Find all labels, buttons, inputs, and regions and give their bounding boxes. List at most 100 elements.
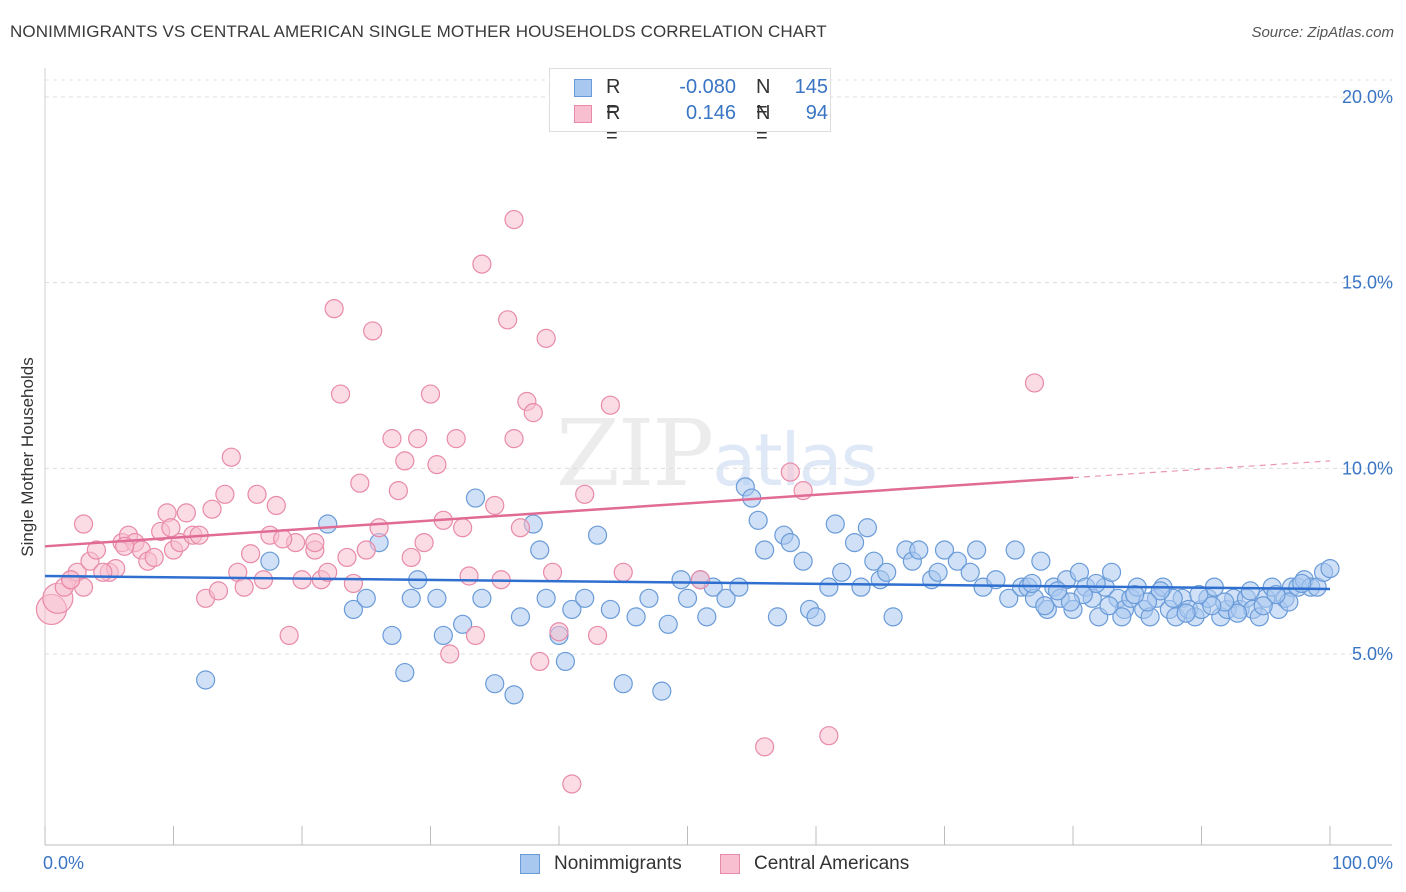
central-americans-point <box>221 447 241 467</box>
nonimmigrants-trend-line <box>44 574 1331 591</box>
nonimmigrants-point <box>1189 584 1209 605</box>
central-americans-point <box>215 484 235 504</box>
r-label: R = <box>606 102 621 147</box>
nonimmigrants-point <box>844 532 865 553</box>
nonimmigrants-point <box>729 577 749 597</box>
nonimmigrants-point <box>395 662 415 683</box>
central-americans-point <box>575 484 595 504</box>
central-americans-point <box>587 625 608 646</box>
nonimmigrants-point <box>562 599 582 620</box>
n-value: 145 <box>794 76 828 98</box>
central-americans-point <box>202 499 222 519</box>
nonimmigrants-point <box>960 562 980 582</box>
nonimmigrants-point <box>677 588 698 608</box>
nonimmigrants-point <box>748 510 768 530</box>
nonimmigrants-point <box>382 625 402 646</box>
nonimmigrants-point <box>587 525 608 545</box>
y-tick-label: 15.0% <box>1342 273 1393 293</box>
legend-label: Central Americans <box>754 853 910 874</box>
nonimmigrants-point <box>1031 551 1051 571</box>
nonimmigrants-point <box>864 551 884 571</box>
central-americans-point <box>318 562 338 582</box>
nonimmigrants-point <box>877 562 897 582</box>
nonimmigrants-point <box>1060 592 1081 612</box>
nonimmigrants-point <box>1202 596 1222 616</box>
n-label: N = <box>756 102 771 147</box>
central-americans-point <box>401 547 421 568</box>
central-americans-point <box>208 581 229 601</box>
central-americans-point <box>498 310 518 330</box>
central-americans-point <box>279 625 299 646</box>
nonimmigrants-point <box>1099 596 1119 616</box>
n-label: N = <box>756 76 771 121</box>
nonimmigrants-point <box>639 588 659 608</box>
x-tick-label: 0.0% <box>43 853 84 873</box>
nonimmigrants-point <box>575 588 595 608</box>
nonimmigrants-point <box>401 588 421 608</box>
nonimmigrants-point <box>600 599 621 620</box>
nonimmigrants-point <box>999 588 1019 608</box>
nonimmigrants-point <box>530 540 550 560</box>
central-americans-point <box>356 540 376 560</box>
central-americans-point <box>472 254 492 274</box>
nonimmigrants-point <box>1320 558 1340 579</box>
legend-swatch-blue <box>520 854 540 874</box>
nonimmigrants-point <box>1227 603 1248 623</box>
central-americans-point <box>446 429 466 449</box>
legend-swatch-pink <box>574 105 592 123</box>
central-americans-point <box>1024 373 1045 393</box>
r-value: -0.080 <box>679 76 736 98</box>
nonimmigrants-point <box>857 518 878 538</box>
central-americans-point <box>510 518 531 538</box>
nonimmigrants-point <box>1240 581 1260 601</box>
nonimmigrants-point <box>1101 562 1122 582</box>
nonimmigrants-point <box>343 599 363 620</box>
nonimmigrants-point <box>1266 584 1286 605</box>
nonimmigrants-point <box>510 607 531 627</box>
nonimmigrants-point <box>453 614 473 634</box>
central-americans-point <box>536 328 556 348</box>
central-americans-point <box>176 503 196 523</box>
central-americans-point <box>754 737 775 757</box>
nonimmigrants-point <box>825 514 845 534</box>
nonimmigrants-point <box>1005 540 1025 560</box>
central-americans-point <box>453 518 473 538</box>
nonimmigrants-point <box>1047 581 1068 601</box>
nonimmigrants-point <box>196 670 216 690</box>
nonimmigrants-point <box>767 607 788 627</box>
central-americans-point <box>549 622 569 642</box>
central-americans-point <box>420 384 441 404</box>
nonimmigrants-point <box>967 540 987 560</box>
nonimmigrants-point <box>555 651 576 672</box>
nonimmigrants-point <box>427 588 447 608</box>
central-americans-point <box>369 518 389 538</box>
legend-swatch-pink <box>720 854 740 874</box>
nonimmigrants-point <box>504 685 524 705</box>
nonimmigrants-point <box>465 488 486 508</box>
nonimmigrants-point <box>883 607 903 627</box>
central-americans-point <box>266 495 286 516</box>
nonimmigrants-point <box>716 588 736 608</box>
chart-title: NONIMMIGRANTS VS CENTRAL AMERICAN SINGLE… <box>10 22 827 41</box>
nonimmigrants-point <box>652 681 672 701</box>
y-tick-label: 10.0% <box>1342 458 1393 478</box>
central-americans-point <box>363 321 383 341</box>
correlation-legend: R = -0.080 N = 145 R = 0.146 N = 94 <box>549 68 831 147</box>
x-tick-label: 100.0% <box>1332 853 1393 873</box>
central-americans-point <box>459 566 479 586</box>
y-tick-label: 5.0% <box>1352 644 1393 664</box>
n-value: 94 <box>805 102 828 124</box>
central-americans-point <box>504 429 524 449</box>
central-americans-point <box>382 429 402 449</box>
nonimmigrants-point <box>260 551 280 571</box>
central-americans-trend-line <box>44 476 1074 548</box>
central-americans-point <box>485 495 505 516</box>
central-americans-point <box>73 514 94 534</box>
central-americans-point <box>86 540 107 560</box>
central-americans-point <box>600 395 621 415</box>
central-americans-point <box>144 547 164 568</box>
nonimmigrants-point <box>433 625 453 646</box>
nonimmigrants-point <box>613 674 633 694</box>
central-americans-point <box>530 651 550 672</box>
